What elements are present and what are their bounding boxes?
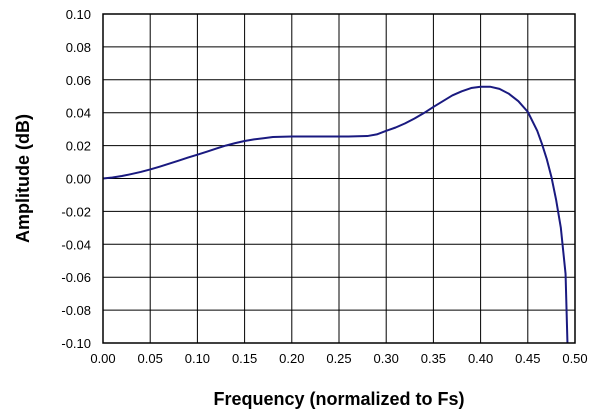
y-tick-label: -0.10 [61, 336, 91, 351]
y-axis-label: Amplitude (dB) [13, 114, 33, 243]
x-tick-label: 0.25 [326, 351, 351, 366]
series-layer [102, 85, 569, 344]
y-tick-label: 0.10 [66, 7, 91, 22]
x-tick-label: 0.40 [468, 351, 493, 366]
tick-labels: 0.00 0.05 0.10 0.15 0.20 0.25 0.30 0.35 0.40 0.45… [61, 7, 587, 366]
x-tick-label: 0.00 [90, 351, 115, 366]
amplitude-series-line [102, 85, 569, 344]
x-tick-label: 0.50 [562, 351, 587, 366]
x-tick-label: 0.15 [232, 351, 257, 366]
y-tick-label: -0.04 [61, 237, 91, 252]
y-tick-label: 0.06 [66, 73, 91, 88]
x-tick-label: 0.20 [279, 351, 304, 366]
y-tick-label: 0.08 [66, 40, 91, 55]
x-tick-label: 0.05 [138, 351, 163, 366]
y-tick-label: 0.02 [66, 139, 91, 154]
y-tick-label: -0.06 [61, 270, 91, 285]
y-tick-label: -0.08 [61, 303, 91, 318]
x-axis-label: Frequency (normalized to Fs) [213, 389, 464, 409]
x-tick-label: 0.30 [374, 351, 399, 366]
y-tick-label: 0.00 [66, 172, 91, 187]
x-tick-label: 0.35 [421, 351, 446, 366]
y-tick-label: 0.04 [66, 106, 91, 121]
x-tick-label: 0.10 [185, 351, 210, 366]
grid-lines [103, 14, 575, 343]
plot-area-frame [102, 13, 576, 344]
x-tick-label: 0.45 [515, 351, 540, 366]
y-tick-label: -0.02 [61, 204, 91, 219]
